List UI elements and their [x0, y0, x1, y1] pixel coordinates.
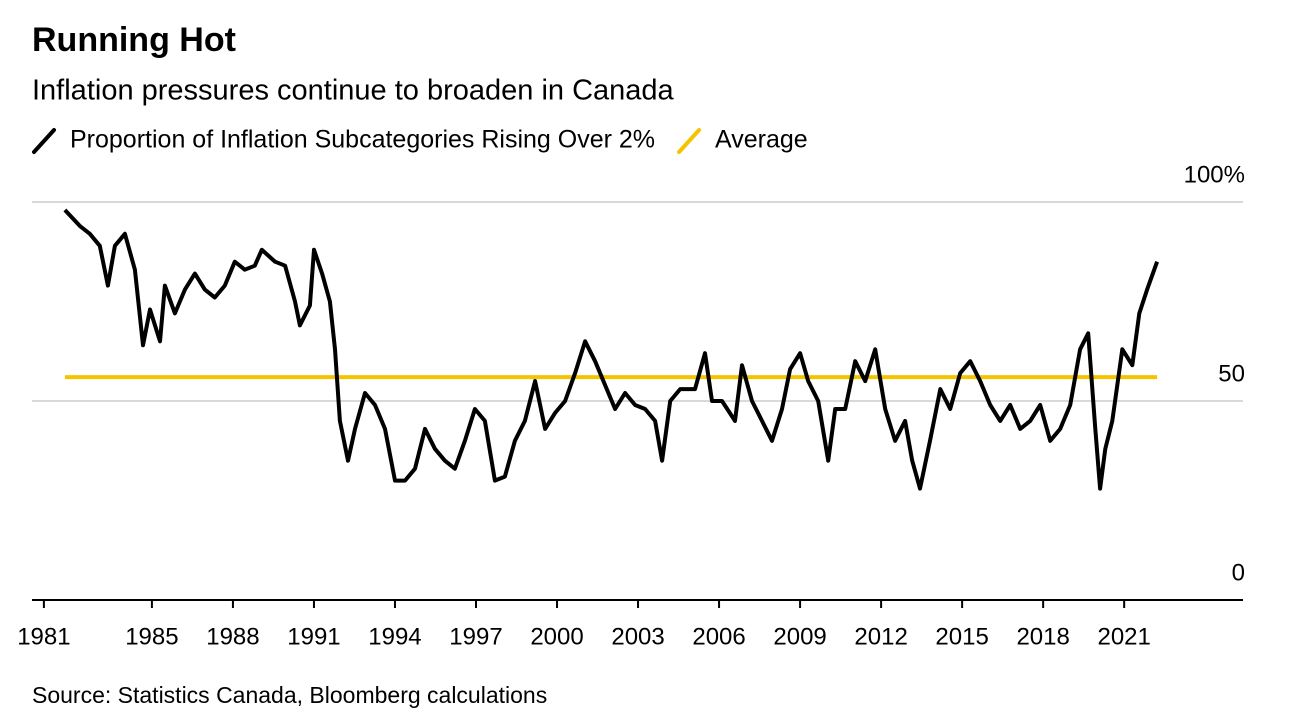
x-tick-label: 2009 [773, 623, 826, 650]
x-tick-label: 1994 [368, 623, 421, 650]
source-note: Source: Statistics Canada, Bloomberg cal… [32, 682, 547, 708]
y-tick-label: 0 [1232, 559, 1245, 586]
x-tick-label: 2015 [935, 623, 988, 650]
x-tick-label: 2003 [611, 623, 664, 650]
y-tick-label: 50 [1218, 360, 1245, 387]
x-tick-label: 2012 [854, 623, 907, 650]
x-tick-label: 2021 [1097, 623, 1150, 650]
x-tick-label: 2018 [1016, 623, 1069, 650]
legend: Proportion of Inflation Subcategories Ri… [32, 126, 808, 154]
x-tick-label: 1997 [449, 623, 502, 650]
series-line [63, 208, 1159, 491]
x-tick-label: 2006 [692, 623, 745, 650]
legend-label: Proportion of Inflation Subcategories Ri… [70, 126, 655, 154]
x-tick-label: 1985 [125, 623, 178, 650]
legend-swatch [677, 128, 702, 154]
x-tick-label: 2000 [530, 623, 583, 650]
chart-title: Running Hot [32, 21, 236, 59]
y-tick-label: 100% [1184, 161, 1245, 188]
chart-subtitle: Inflation pressures continue to broaden … [32, 75, 675, 107]
legend-label: Average [715, 126, 808, 154]
x-tick-label: 1988 [206, 623, 259, 650]
legend-swatch [32, 128, 56, 154]
x-tick-label: 1981 [17, 623, 70, 650]
x-tick-label: 1991 [287, 623, 340, 650]
